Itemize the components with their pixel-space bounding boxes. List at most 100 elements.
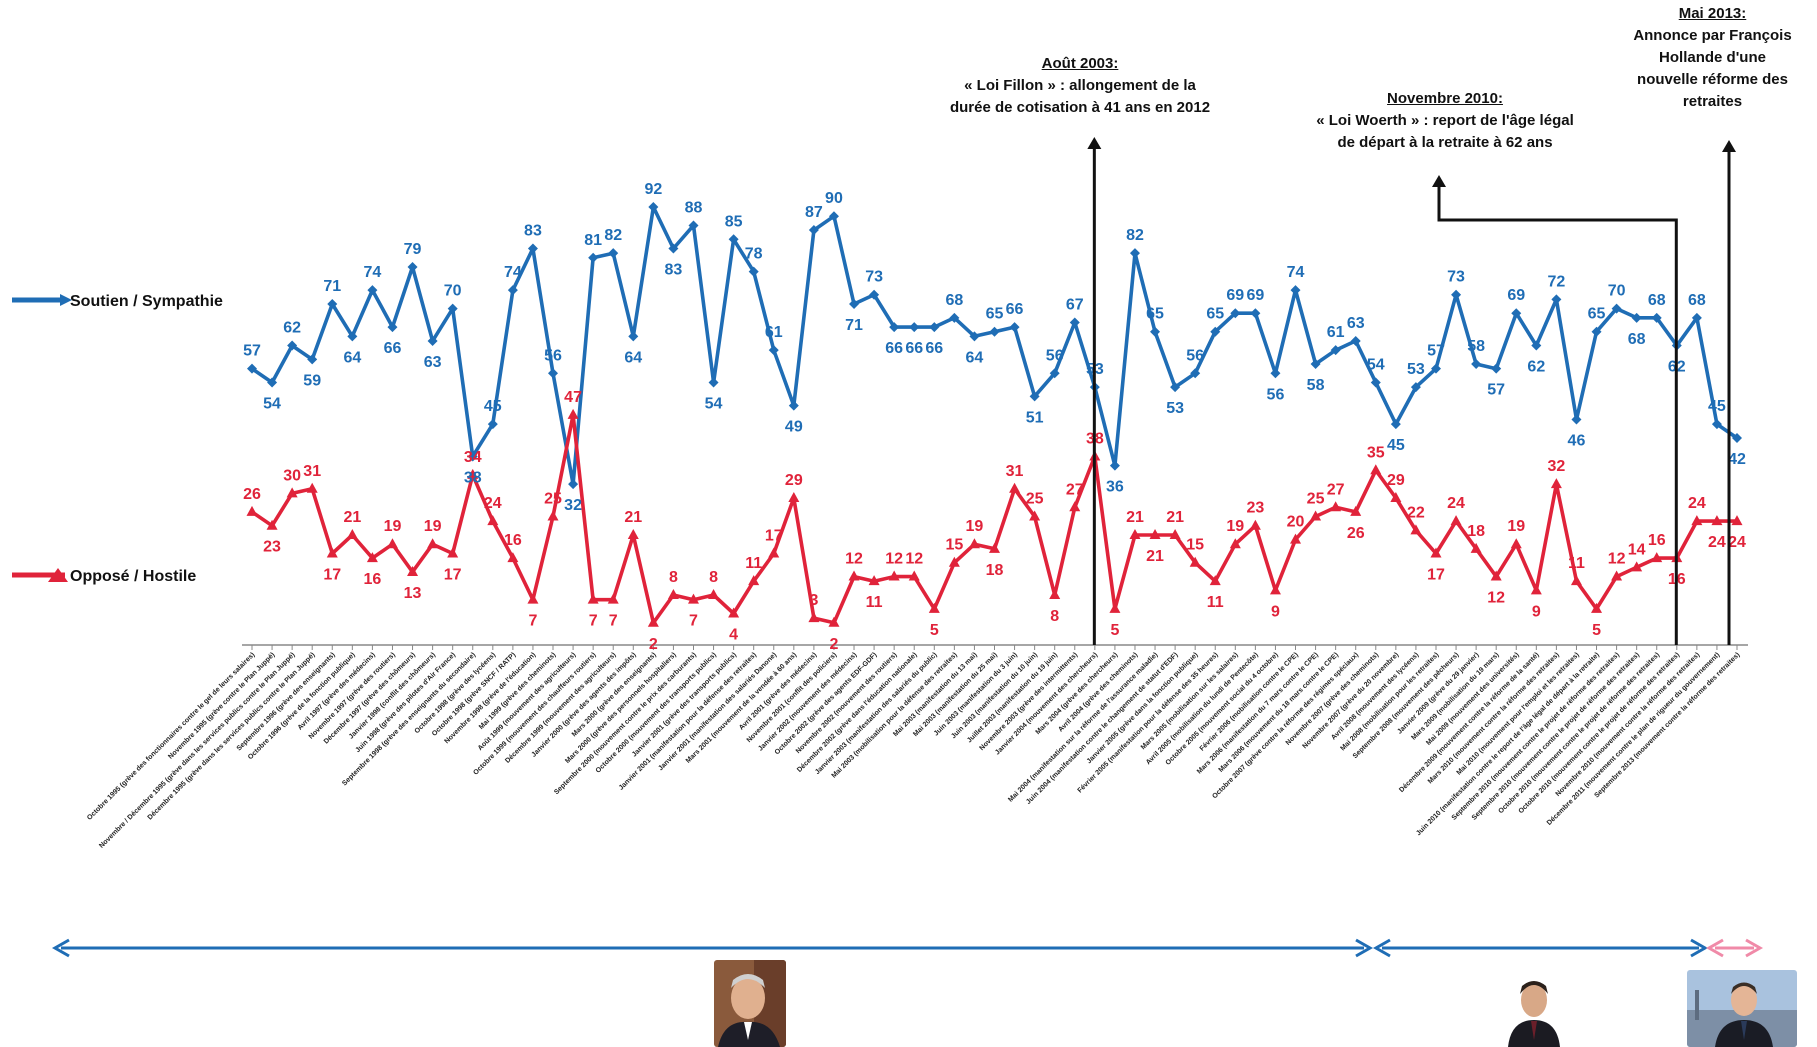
data-point	[1350, 335, 1361, 346]
data-label: 45	[1387, 437, 1405, 454]
data-label: 54	[1367, 357, 1385, 374]
data-point	[1189, 556, 1201, 567]
data-point	[1049, 589, 1061, 600]
data-point	[1330, 501, 1342, 512]
data-label: 57	[1487, 382, 1505, 399]
data-point	[1310, 359, 1321, 370]
data-label: 53	[1407, 361, 1425, 378]
data-point	[968, 538, 980, 549]
legend-label-oppose: Opposé / Hostile	[70, 568, 196, 585]
data-label: 7	[528, 613, 537, 630]
series-soutien	[247, 201, 1742, 490]
data-label: 56	[1267, 386, 1285, 403]
data-point	[1009, 322, 1020, 333]
data-label: 65	[1146, 306, 1164, 323]
data-point	[768, 345, 779, 356]
data-point	[1270, 368, 1281, 379]
annotation-loi-woerth-line-1: « Loi Woerth » : report de l'âge légal	[1316, 112, 1574, 129]
data-label: 5	[1110, 622, 1119, 639]
data-point	[1249, 519, 1261, 530]
annotation-loi-fillon: Août 2003: « Loi Fillon » : allongement …	[890, 53, 1270, 119]
data-label: 8	[709, 569, 718, 586]
data-point	[527, 243, 538, 254]
data-label: 42	[1728, 451, 1746, 468]
data-label: 16	[504, 532, 522, 549]
data-label: 56	[544, 347, 562, 364]
data-label: 65	[1206, 306, 1224, 323]
data-point	[427, 335, 438, 346]
data-label: 53	[1166, 400, 1184, 417]
data-point	[326, 547, 338, 558]
data-label: 66	[905, 340, 923, 357]
x-tick-labels: Octobre 1995 (grève des fonctionnaires c…	[86, 651, 1741, 849]
x-tick-label: Mai 2009 (mouvement des universités)	[1425, 651, 1520, 746]
data-label: 17	[1427, 566, 1445, 583]
data-point	[427, 538, 439, 549]
annotation-mai-2013-heading: Mai 2013:	[1678, 5, 1747, 22]
data-point	[1029, 391, 1040, 402]
data-label: 62	[283, 320, 301, 337]
data-point	[367, 285, 378, 296]
data-point	[286, 487, 298, 498]
data-point	[868, 575, 880, 586]
data-point	[1169, 528, 1181, 539]
data-label: 16	[364, 571, 382, 588]
data-point	[1430, 547, 1442, 558]
data-label: 46	[1568, 432, 1586, 449]
data-point	[1290, 533, 1302, 544]
data-label: 18	[1467, 523, 1485, 540]
data-label: 83	[665, 262, 683, 279]
data-point	[568, 479, 579, 490]
data-point	[366, 552, 378, 563]
data-label: 54	[263, 396, 281, 413]
data-point	[1109, 460, 1120, 471]
data-label: 90	[825, 190, 843, 207]
data-label: 24	[1447, 495, 1465, 512]
data-label: 85	[725, 213, 743, 230]
data-label: 14	[1628, 541, 1646, 558]
data-point	[407, 565, 419, 576]
data-point	[1170, 382, 1181, 393]
data-point	[407, 262, 418, 273]
data-label: 70	[1608, 283, 1626, 300]
data-point	[647, 616, 659, 627]
data-label: 9	[1532, 603, 1541, 620]
annotation-loi-fillon-heading: Août 2003:	[1041, 55, 1119, 72]
data-point	[728, 607, 740, 618]
data-label: 29	[785, 472, 803, 489]
data-label: 27	[1066, 481, 1084, 498]
data-point	[588, 252, 599, 263]
data-label: 47	[564, 389, 582, 406]
data-label: 66	[925, 340, 943, 357]
data-point	[346, 528, 358, 539]
data-label: 8	[669, 569, 678, 586]
data-label: 19	[966, 518, 984, 535]
data-label: 58	[1467, 338, 1485, 355]
data-label: 21	[343, 509, 361, 526]
data-label: 57	[243, 343, 261, 360]
data-point	[307, 354, 318, 365]
data-label: 58	[1307, 377, 1325, 394]
data-point	[1511, 308, 1522, 319]
x-axis	[242, 644, 1748, 650]
data-point	[1029, 510, 1041, 521]
data-label: 79	[404, 241, 422, 258]
data-point	[1149, 528, 1161, 539]
data-label: 5	[930, 622, 939, 639]
data-label: 74	[1287, 264, 1305, 281]
data-point	[507, 285, 518, 296]
data-point	[948, 556, 960, 567]
data-label: 57	[1427, 343, 1445, 360]
data-label: 31	[1006, 463, 1024, 480]
data-label: 11	[745, 555, 762, 572]
data-label: 17	[444, 566, 462, 583]
data-label: 92	[644, 181, 662, 198]
data-label: 73	[1447, 269, 1465, 286]
data-point	[668, 243, 679, 254]
data-label: 68	[1688, 292, 1706, 309]
data-label: 23	[1246, 500, 1264, 517]
data-label: 17	[323, 566, 341, 583]
data-label: 32	[1547, 458, 1565, 475]
data-point	[648, 201, 659, 212]
